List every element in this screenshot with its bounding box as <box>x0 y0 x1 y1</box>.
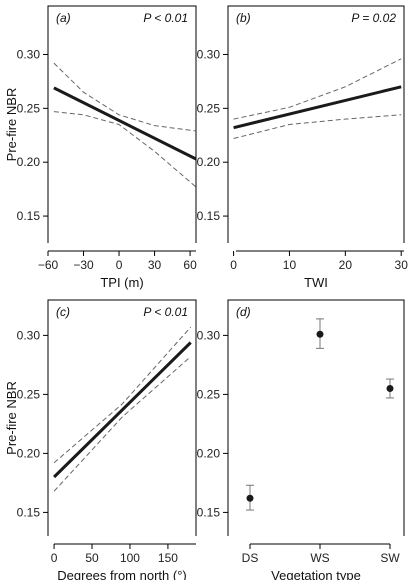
x-tick-label: 100 <box>120 551 140 565</box>
x-tick-label: 150 <box>158 551 178 565</box>
p-value: P < 0.01 <box>143 305 188 319</box>
panel-label: (a) <box>56 11 71 25</box>
plot-frame <box>47 5 197 243</box>
y-tick-label: 0.30 <box>197 47 221 61</box>
p-value: P = 0.02 <box>351 11 396 25</box>
y-tick-label: 0.25 <box>197 101 221 115</box>
ci-upper-line <box>233 58 402 120</box>
x-axis-title: TWI <box>304 275 328 290</box>
y-tick-label: 0.20 <box>17 155 41 169</box>
x-axis-title: Degrees from north (°) <box>57 568 186 580</box>
fit-line <box>53 341 192 479</box>
ci-upper-line <box>53 326 192 464</box>
plot-frame <box>47 299 197 536</box>
x-tick-label: 20 <box>339 258 353 272</box>
ci-upper-line <box>53 62 197 132</box>
y-tick-label: 0.20 <box>197 446 221 460</box>
y-tick-label: 0.30 <box>17 328 41 342</box>
ci-lower-line <box>53 111 197 188</box>
x-tick-label: DS <box>242 551 259 565</box>
y-tick-label: 0.25 <box>197 387 221 401</box>
y-axis-title: Pre-fire NBR <box>4 88 19 162</box>
y-tick-label: 0.20 <box>197 155 221 169</box>
y-tick-label: 0.15 <box>197 209 221 223</box>
y-axis-title: Pre-fire NBR <box>4 381 19 455</box>
p-value: P < 0.01 <box>143 11 188 25</box>
x-tick-label: 60 <box>183 258 197 272</box>
ci-lower-line <box>233 114 402 139</box>
ci-lower-line <box>53 356 192 492</box>
y-tick-label: 0.20 <box>17 446 41 460</box>
x-axis-title: Vegetation type <box>271 568 361 580</box>
panel-label: (d) <box>236 305 251 319</box>
mean-point <box>316 330 324 338</box>
x-tick-label: 30 <box>148 258 162 272</box>
y-tick-label: 0.25 <box>17 101 41 115</box>
x-tick-label: WS <box>310 551 329 565</box>
x-tick-label: −60 <box>38 258 59 272</box>
y-tick-label: 0.30 <box>197 328 221 342</box>
x-tick-label: −30 <box>73 258 94 272</box>
fit-line <box>233 85 402 130</box>
mean-point <box>246 494 254 502</box>
x-tick-label: 0 <box>230 258 237 272</box>
x-tick-label: 0 <box>116 258 123 272</box>
y-tick-label: 0.15 <box>197 505 221 519</box>
panel-label: (c) <box>56 305 70 319</box>
y-tick-label: 0.15 <box>17 505 41 519</box>
x-axis-title: TPI (m) <box>100 275 143 290</box>
plot-frame <box>227 5 405 243</box>
y-tick-label: 0.15 <box>17 209 41 223</box>
mean-point <box>386 385 394 392</box>
x-tick-label: 10 <box>283 258 297 272</box>
panel-label: (b) <box>236 11 251 25</box>
x-tick-label: 0 <box>51 551 58 565</box>
plot-frame <box>227 299 405 536</box>
x-tick-label: 30 <box>395 258 409 272</box>
fit-line <box>53 86 197 161</box>
y-tick-label: 0.30 <box>17 47 41 61</box>
x-tick-label: 50 <box>85 551 99 565</box>
y-tick-label: 0.25 <box>17 387 41 401</box>
x-tick-label: SW <box>380 551 400 565</box>
